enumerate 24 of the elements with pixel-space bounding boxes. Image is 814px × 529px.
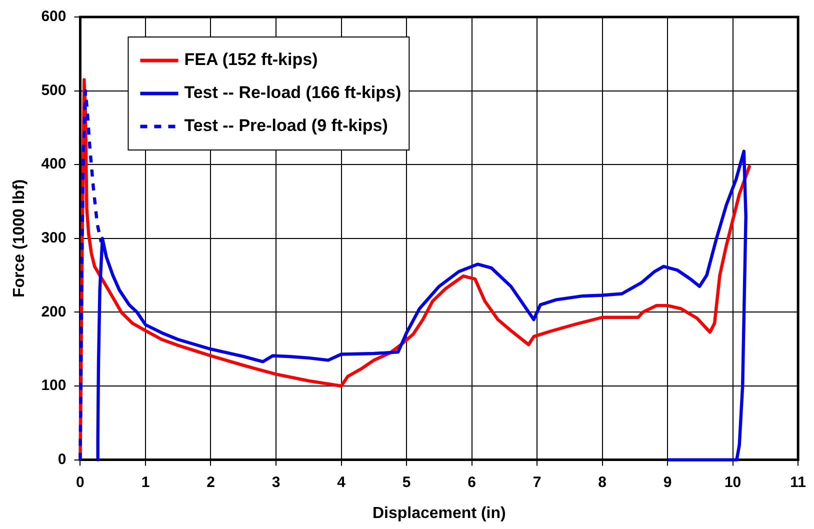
y-tick-label: 400 [41,156,66,173]
x-tick-label: 5 [402,474,411,491]
x-tick-label: 10 [724,474,742,491]
y-tick-label: 600 [41,8,66,26]
legend-label: Test -- Pre-load (9 ft-kips) [184,116,388,136]
x-tick-label: 7 [532,474,542,491]
y-tick-label: 0 [58,450,66,468]
x-tick-label: 2 [206,474,215,491]
y-tick-label: 100 [41,377,66,394]
x-tick-label: 8 [598,474,606,491]
y-tick-label: 300 [41,230,66,247]
x-tick-label: 9 [663,474,672,491]
x-tick-label: 3 [272,474,280,491]
x-tick-label: 6 [468,474,476,491]
y-axis-title: Force (1000 lbf) [11,179,28,298]
x-tick-label: 4 [337,474,346,491]
legend-label: FEA (152 ft-kips) [184,50,318,70]
x-axis-title: Displacement (in) [372,504,506,522]
legend-label: Test -- Re-load (166 ft-kips) [184,83,402,102]
y-tick-label: 500 [41,82,66,99]
y-tick-label: 200 [41,303,66,320]
x-tick-label: 1 [141,474,150,491]
x-tick-label: 0 [76,474,84,491]
x-tick-label: 11 [790,474,806,491]
